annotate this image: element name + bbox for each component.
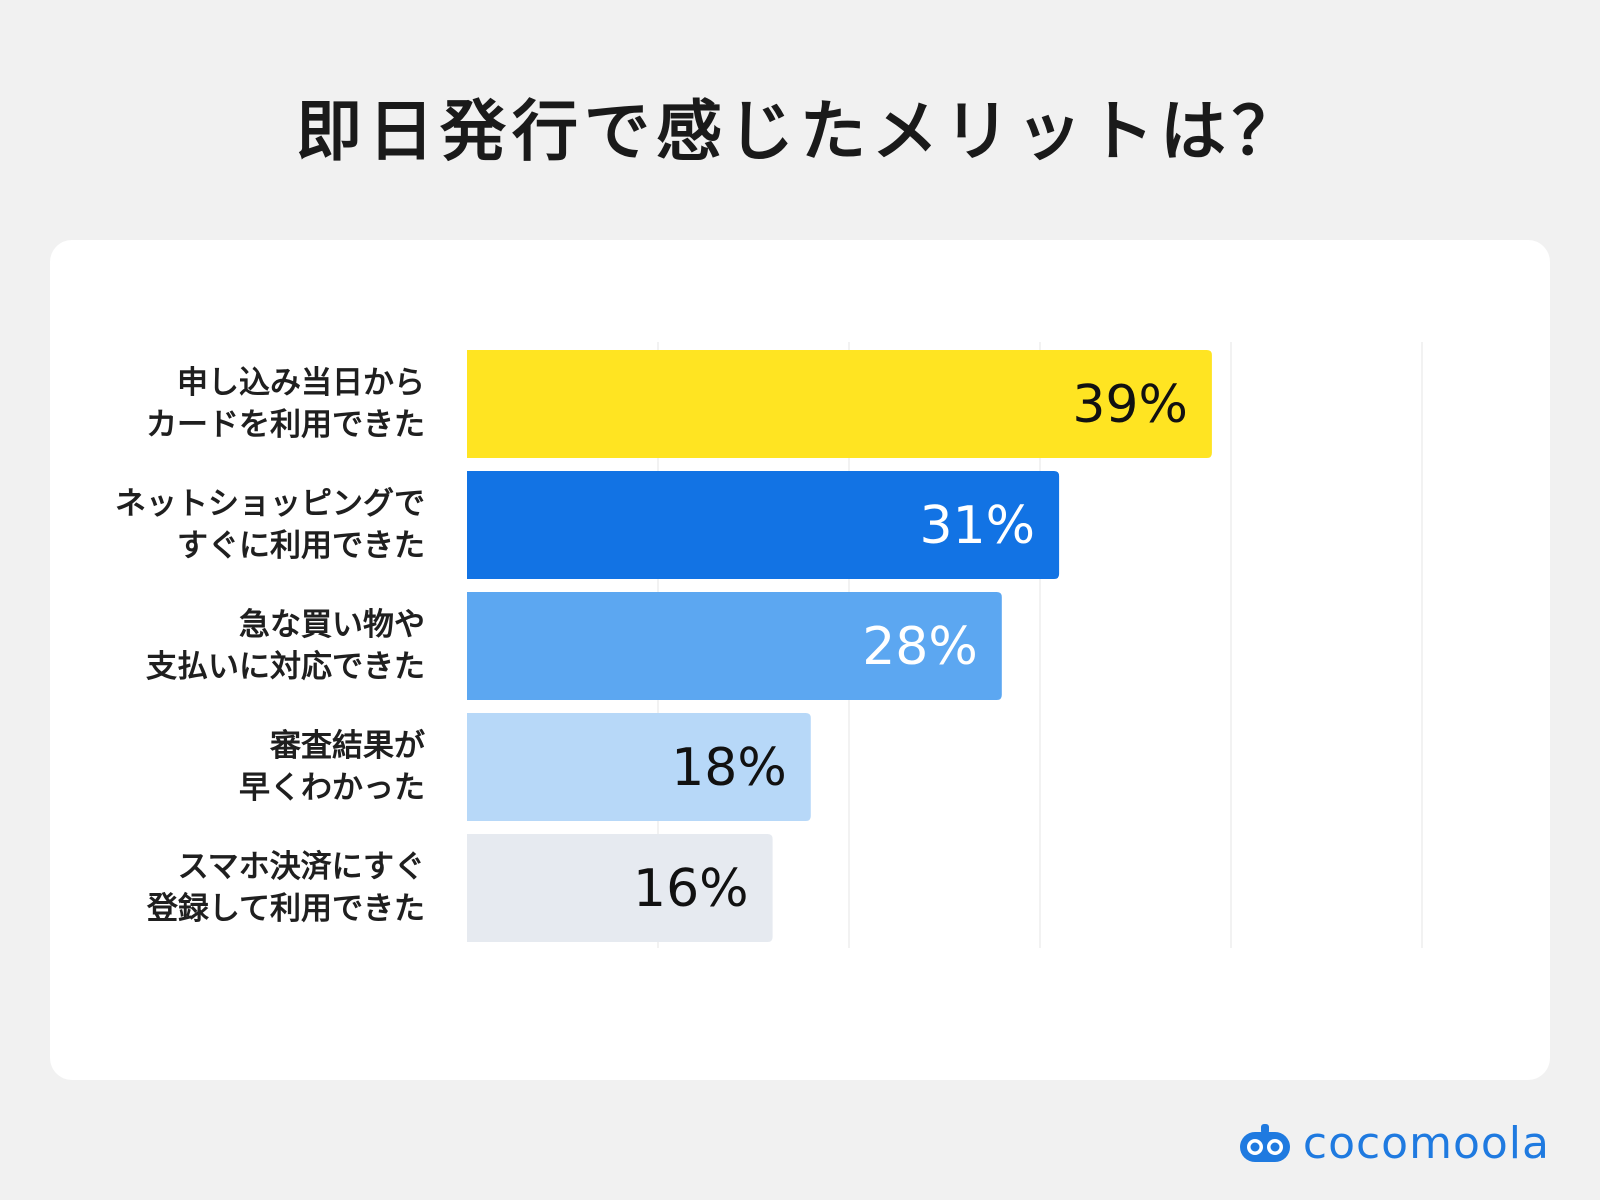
category-label: 急な買い物や支払いに対応できた bbox=[5, 604, 425, 688]
category-label-line: 早くわかった bbox=[239, 770, 425, 806]
data-label: 28% bbox=[862, 617, 978, 677]
category-label-line: 審査結果が bbox=[270, 728, 425, 764]
category-label: スマホ決済にすぐ登録して利用できた bbox=[5, 846, 425, 930]
robot-face-icon bbox=[1239, 1123, 1290, 1162]
category-label-line: ネットショッピングで bbox=[115, 486, 425, 522]
data-label: 39% bbox=[1072, 375, 1188, 435]
bar bbox=[467, 834, 773, 942]
category-label-line: カードを利用できた bbox=[146, 407, 425, 443]
category-label: 審査結果が早くわかった bbox=[5, 725, 425, 809]
category-label-line: 登録して利用できた bbox=[146, 891, 425, 927]
category-label-line: すぐに利用できた bbox=[177, 528, 425, 564]
bar bbox=[467, 592, 1002, 700]
category-label-line: スマホ決済にすぐ bbox=[177, 849, 425, 885]
data-label: 16% bbox=[633, 859, 749, 919]
bar-chart: 39% 31% 28% 18% 16% bbox=[467, 342, 1423, 948]
category-label-line: 申し込み当日から bbox=[177, 365, 425, 401]
category-label: 申し込み当日からカードを利用できた bbox=[5, 362, 425, 446]
data-label: 31% bbox=[920, 496, 1036, 556]
value-labels: 39% 31% 28% 18% 16% bbox=[633, 375, 1188, 919]
category-label-line: 支払いに対応できた bbox=[146, 649, 425, 685]
bar bbox=[467, 713, 811, 821]
chart-card: 39% 31% 28% 18% 16% 申し込み当日からカードを利用できたネットショッピ… bbox=[50, 240, 1550, 1080]
category-label: ネットショッピングですぐに利用できた bbox=[5, 483, 425, 567]
chart-title: 即日発行で感じたメリットは？ bbox=[296, 93, 1304, 170]
bar bbox=[467, 350, 1212, 458]
brand-logo: cocomoola bbox=[1237, 1118, 1550, 1169]
category-label-line: 急な買い物や bbox=[239, 607, 425, 643]
bars bbox=[467, 350, 1212, 942]
brand-name: cocomoola bbox=[1302, 1118, 1550, 1169]
bar bbox=[467, 471, 1060, 579]
data-label: 18% bbox=[671, 738, 787, 798]
